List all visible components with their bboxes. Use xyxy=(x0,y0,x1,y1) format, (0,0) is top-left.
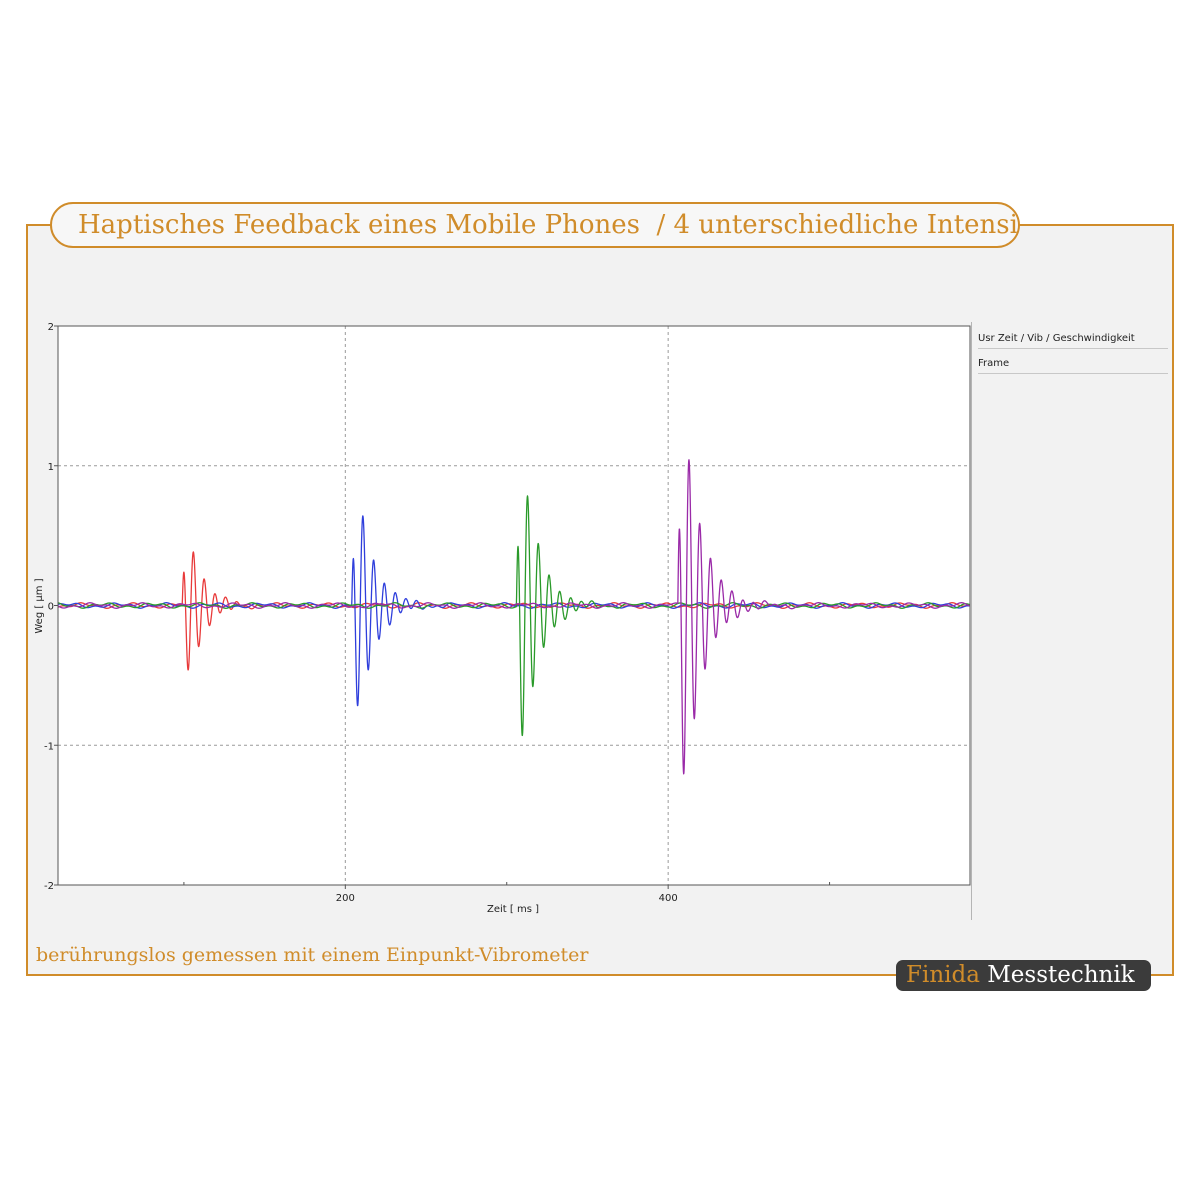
brand-name-1: Finida xyxy=(906,962,980,988)
y-tick-label: 1 xyxy=(48,462,54,473)
chart-grid xyxy=(58,326,970,885)
page-title: Haptisches Feedback eines Mobile Phones … xyxy=(50,202,1020,248)
measurement-caption: berührungslos gemessen mit einem Einpunk… xyxy=(36,944,589,966)
brand-name-2: Messtechnik xyxy=(987,962,1135,988)
x-axis-label: Zeit [ ms ] xyxy=(487,904,539,915)
y-tick-label: 0 xyxy=(48,602,54,613)
chart-ticks: 2 1 0 -1 -2 200 400 xyxy=(44,322,831,904)
series-line-4 xyxy=(57,459,971,775)
series-line-3 xyxy=(57,495,971,737)
y-tick-label: -2 xyxy=(44,881,54,892)
x-tick-label: 400 xyxy=(659,893,678,904)
brand-logo: Finida Messtechnik xyxy=(896,960,1151,991)
side-item-frame[interactable]: Frame xyxy=(978,349,1168,374)
y-axis-label: Weg [ µm ] xyxy=(34,578,45,633)
series-line-1 xyxy=(57,551,971,671)
side-panel: Usr Zeit / Vib / Geschwindigkeit Frame xyxy=(971,322,1172,920)
chart-series xyxy=(57,459,971,775)
y-tick-label: -1 xyxy=(44,741,54,752)
side-item-usr-zeit[interactable]: Usr Zeit / Vib / Geschwindigkeit xyxy=(978,324,1168,349)
series-line-2 xyxy=(57,515,971,707)
y-tick-label: 2 xyxy=(48,322,54,333)
x-tick-label: 200 xyxy=(336,893,355,904)
